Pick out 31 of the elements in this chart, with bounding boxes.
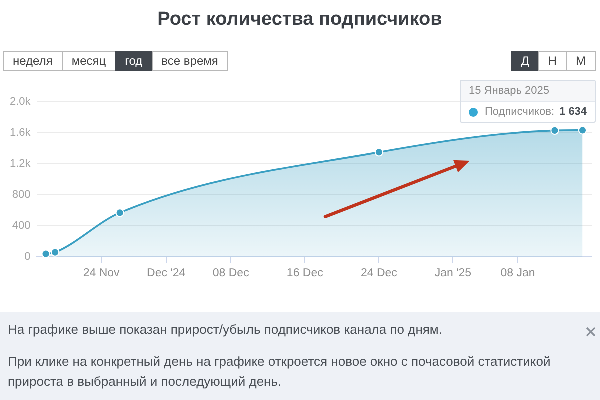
- y-tick-label: 1.2k: [10, 158, 32, 170]
- period-button[interactable]: М: [566, 51, 596, 71]
- annotation: Подписчиков:: [485, 106, 555, 118]
- x-tick-label: 08 Jan: [500, 267, 536, 280]
- point: [51, 248, 60, 257]
- x-tick-label: Dec '24: [147, 267, 186, 280]
- period-button[interactable]: Н: [538, 51, 567, 71]
- point: [578, 126, 588, 135]
- point: [550, 126, 560, 136]
- y-tick-label: 800: [12, 189, 31, 202]
- x-tick-label: 24 Nov: [83, 267, 120, 280]
- y-tick-label: 1.6k: [10, 127, 32, 140]
- y-tick-label: 0: [24, 251, 31, 264]
- point: [42, 250, 50, 258]
- tooltip: 15 Январь 2025 Подписчиков: 1 634: [460, 80, 596, 124]
- range-button[interactable]: все время: [152, 51, 228, 71]
- x-tick-label: 08 Dec: [212, 267, 250, 280]
- range-button[interactable]: неделя: [3, 51, 63, 71]
- range-button[interactable]: месяц: [62, 51, 116, 71]
- info-panel: На графике выше показан прирост/убыль подписчиков канала по дням. При клике на конкретный день на графике откроется новое окно с почасовой статистикой прироста в выбранный и последующий день.: [0, 312, 600, 400]
- y-tick-label: 2.0k: [10, 96, 32, 108]
- range-button[interactable]: год: [115, 51, 153, 71]
- point: [116, 208, 124, 218]
- x-tick-label: Jan '25: [434, 267, 472, 280]
- period-button[interactable]: Д: [511, 51, 540, 71]
- data-label: 1 634: [560, 106, 588, 118]
- chart-title: Рост количества подписчиков: [156, 9, 444, 31]
- x-tick-label: 24 Dec: [360, 267, 398, 280]
- x-tick-label: 16 Dec: [286, 267, 324, 280]
- y-tick-label: 400: [12, 220, 31, 232]
- point: [374, 148, 384, 157]
